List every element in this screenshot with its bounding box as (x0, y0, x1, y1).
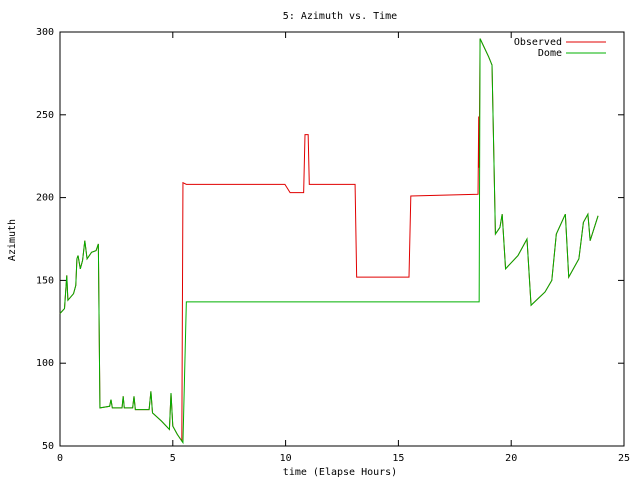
y-tick-label: 150 (36, 275, 54, 286)
x-tick-label: 0 (57, 453, 63, 464)
x-tick-label: 5 (170, 453, 176, 464)
x-tick-label: 25 (618, 453, 630, 464)
x-tick-label: 10 (280, 453, 292, 464)
plot-frame (59, 31, 625, 447)
chart-title: 5: Azimuth vs. Time (283, 11, 397, 22)
y-axis-label: Azimuth (7, 219, 18, 261)
data-line (59, 38, 599, 445)
x-axis-label: time (Elapse Hours) (283, 467, 397, 478)
x-tick-label: 15 (392, 453, 404, 464)
legend-label: Dome (538, 48, 562, 59)
data-line (59, 38, 599, 443)
x-tick-label: 20 (505, 453, 517, 464)
y-tick-label: 300 (36, 27, 54, 38)
y-tick-label: 250 (36, 110, 54, 121)
y-tick-label: 100 (36, 358, 54, 369)
y-tick-label: 200 (36, 193, 54, 204)
legend-label: Observed (514, 37, 562, 48)
y-tick-label: 50 (42, 441, 54, 452)
